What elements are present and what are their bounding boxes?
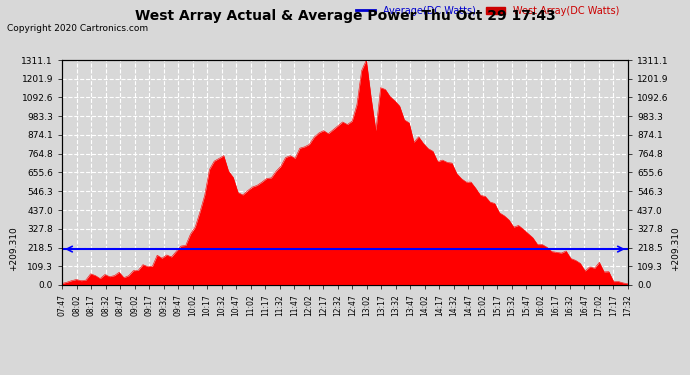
Legend: Average(DC Watts), West Array(DC Watts): Average(DC Watts), West Array(DC Watts) (352, 2, 623, 20)
Text: West Array Actual & Average Power Thu Oct 29 17:43: West Array Actual & Average Power Thu Oc… (135, 9, 555, 23)
Text: +209.310: +209.310 (10, 227, 19, 272)
Text: +209.310: +209.310 (671, 227, 680, 272)
Text: Copyright 2020 Cartronics.com: Copyright 2020 Cartronics.com (7, 24, 148, 33)
